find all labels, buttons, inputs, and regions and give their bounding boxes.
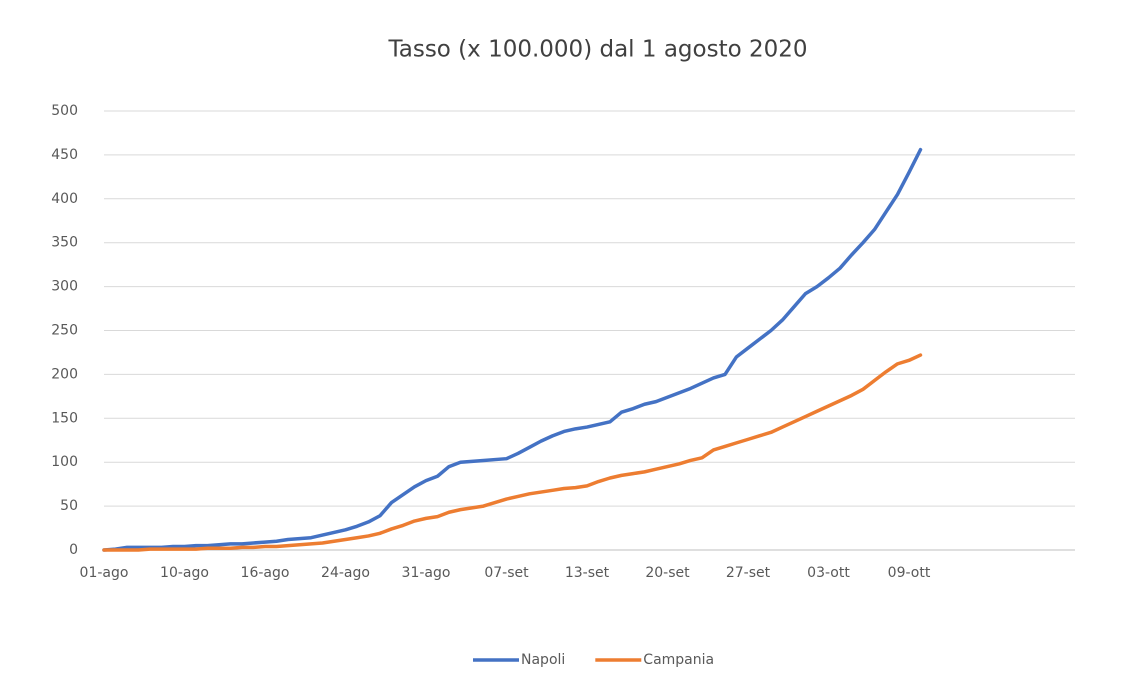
x-tick-label: 09-ott <box>888 565 931 581</box>
legend-label: Napoli <box>521 652 565 668</box>
y-tick-label: 500 <box>51 103 78 119</box>
x-tick-label: 01-ago <box>80 565 129 581</box>
y-tick-label: 100 <box>51 454 78 470</box>
y-tick-label: 200 <box>51 366 78 382</box>
x-tick-label: 20-set <box>645 565 690 581</box>
chart-title: Tasso (x 100.000) dal 1 agosto 2020 <box>388 37 808 63</box>
y-tick-label: 400 <box>51 191 78 207</box>
x-tick-label: 03-ott <box>807 565 850 581</box>
y-tick-label: 0 <box>69 542 78 558</box>
x-tick-label: 16-ago <box>241 565 290 581</box>
y-tick-label: 300 <box>51 279 78 295</box>
x-tick-label: 07-set <box>484 565 529 581</box>
line-series <box>102 147 923 552</box>
x-tick-label: 13-set <box>565 565 610 581</box>
legend-label: Campania <box>643 652 714 668</box>
y-tick-label: 350 <box>51 235 78 251</box>
line-series <box>102 353 923 552</box>
y-tick-label: 150 <box>51 410 78 426</box>
x-tick-label: 31-ago <box>402 565 451 581</box>
x-tick-label: 10-ago <box>160 565 209 581</box>
y-tick-label: 50 <box>60 498 78 514</box>
x-tick-label: 27-set <box>726 565 771 581</box>
y-tick-label: 250 <box>51 323 78 339</box>
y-tick-label: 450 <box>51 147 78 163</box>
x-tick-label: 24-ago <box>321 565 370 581</box>
